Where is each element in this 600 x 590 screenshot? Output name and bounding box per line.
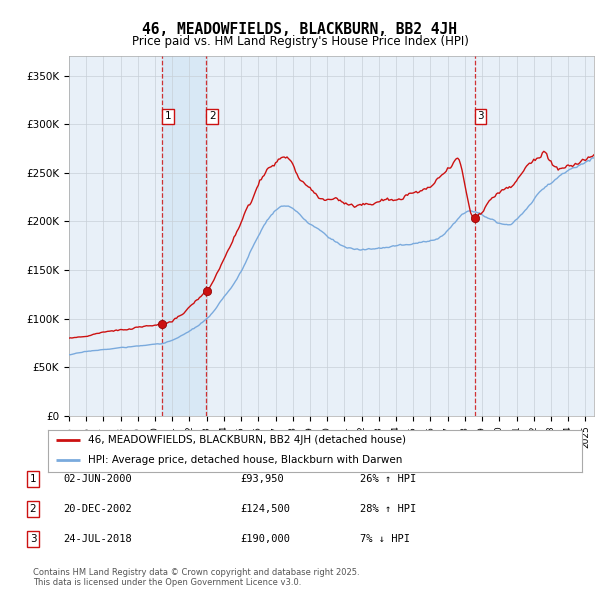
Text: £93,950: £93,950: [240, 474, 284, 484]
Text: 20-DEC-2002: 20-DEC-2002: [63, 504, 132, 514]
Text: £190,000: £190,000: [240, 535, 290, 544]
Text: 02-JUN-2000: 02-JUN-2000: [63, 474, 132, 484]
Text: 46, MEADOWFIELDS, BLACKBURN, BB2 4JH: 46, MEADOWFIELDS, BLACKBURN, BB2 4JH: [143, 22, 458, 37]
Text: 46, MEADOWFIELDS, BLACKBURN, BB2 4JH (detached house): 46, MEADOWFIELDS, BLACKBURN, BB2 4JH (de…: [88, 435, 406, 445]
Text: 3: 3: [29, 535, 37, 544]
Text: 3: 3: [477, 112, 484, 122]
Text: HPI: Average price, detached house, Blackburn with Darwen: HPI: Average price, detached house, Blac…: [88, 455, 403, 465]
Bar: [162, 56, 206, 416]
Text: 2: 2: [209, 112, 215, 122]
Text: Price paid vs. HM Land Registry's House Price Index (HPI): Price paid vs. HM Land Registry's House …: [131, 35, 469, 48]
Text: 28% ↑ HPI: 28% ↑ HPI: [360, 504, 416, 514]
Text: 26% ↑ HPI: 26% ↑ HPI: [360, 474, 416, 484]
Text: 1: 1: [29, 474, 37, 484]
Text: 7% ↓ HPI: 7% ↓ HPI: [360, 535, 410, 544]
Text: 2: 2: [29, 504, 37, 514]
Text: 24-JUL-2018: 24-JUL-2018: [63, 535, 132, 544]
Text: Contains HM Land Registry data © Crown copyright and database right 2025.
This d: Contains HM Land Registry data © Crown c…: [33, 568, 359, 587]
Text: £124,500: £124,500: [240, 504, 290, 514]
Text: 1: 1: [165, 112, 172, 122]
